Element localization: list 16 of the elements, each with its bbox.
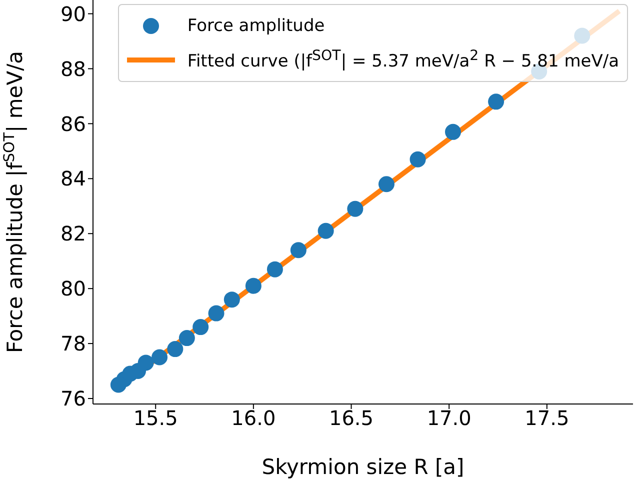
y-tick-label: 84 — [60, 166, 86, 191]
y-tick-label: 76 — [60, 386, 86, 411]
x-axis-title: Skyrmion size R [a] — [262, 455, 464, 479]
legend-label: Fitted curve (|f$^{SOT}$| = 5.37 meV/a$^{2}$ R − 5.81 meV/a — [187, 48, 619, 72]
y-tick-label: 78 — [60, 332, 86, 356]
y-tick-label: 82 — [60, 222, 86, 246]
x-tick-label: 16.5 — [328, 406, 374, 430]
x-tick-label: 16.0 — [231, 406, 276, 430]
y-tick-label: 80 — [60, 276, 86, 301]
x-tick-label: 17.0 — [426, 406, 472, 430]
y-tick-label: 88 — [60, 56, 86, 81]
legend-label: Force amplitude — [187, 16, 325, 36]
x-tick-label: 15.5 — [133, 406, 178, 430]
y-tick-label: 90 — [60, 2, 86, 26]
x-tick-label: 17.5 — [524, 406, 570, 430]
y-tick-label: 86 — [60, 112, 86, 136]
